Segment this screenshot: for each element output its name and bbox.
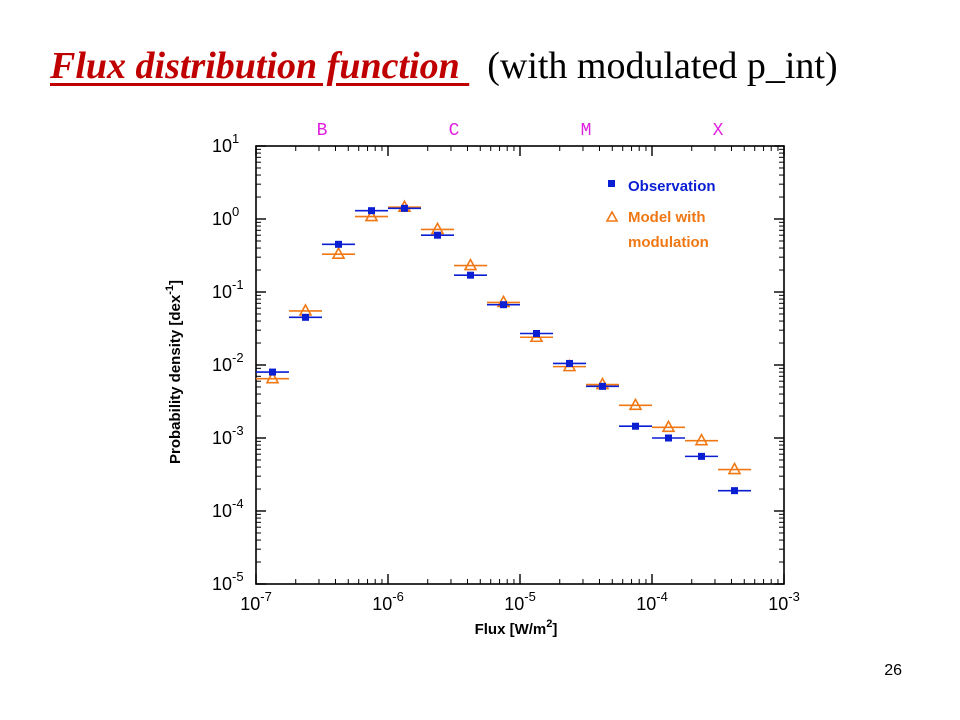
y-tick-label: 100	[212, 204, 239, 229]
model-point	[727, 461, 742, 475]
model-point	[298, 303, 313, 316]
model-point	[463, 257, 478, 271]
x-tick-label: 10-7	[240, 589, 272, 614]
observation-point	[269, 368, 276, 376]
observation-point	[698, 452, 705, 460]
model-point	[265, 370, 280, 384]
observation-point	[335, 240, 342, 248]
y-ticks: 101 100 10-1 10-2 10-3 10-4 10-5	[212, 131, 784, 594]
y-tick-label: 10-2	[212, 350, 244, 375]
x-axis-label-exponent: 2	[546, 618, 552, 630]
y-axis-label-unit: [dex	[167, 294, 184, 326]
observation-point	[599, 382, 606, 390]
x-ticks: 10-7 10-6 10-5 10-4 10-3	[240, 146, 800, 614]
model-point	[628, 397, 643, 411]
observation-point	[500, 301, 507, 309]
observation-point	[533, 330, 540, 338]
observation-point	[467, 271, 474, 279]
y-axis-label-close: ]	[167, 280, 184, 285]
observation-point	[632, 422, 639, 430]
x-axis-label-unit: [W/m	[510, 621, 547, 638]
observation-point	[368, 207, 375, 215]
observation-point	[434, 231, 441, 239]
legend-observation-marker	[608, 180, 615, 187]
y-tick-label: 10-3	[212, 423, 244, 448]
y-axis-label: Probability density [dex-1]	[164, 280, 184, 464]
legend-observation-label: Observation	[628, 178, 716, 195]
x-axis-label-main: Flux	[475, 621, 510, 638]
page-number: 26	[884, 662, 902, 679]
y-tick-label: 10-4	[212, 496, 244, 521]
observation-point	[401, 204, 408, 212]
flare-class-label-c: C	[449, 121, 460, 141]
legend: Observation Model with modulation	[605, 178, 716, 251]
title-subtitle: (with modulated p_int)	[487, 45, 838, 87]
x-tick-label: 10-5	[504, 589, 536, 614]
legend-model-label-line1: Model with	[628, 209, 706, 226]
flare-class-label-m: M	[581, 121, 592, 141]
model-point	[661, 419, 676, 433]
flare-class-label-b: B	[317, 121, 328, 141]
observation-point	[302, 313, 309, 321]
y-tick-label: 101	[212, 131, 239, 156]
model-point	[364, 208, 379, 222]
legend-model-label-line2: modulation	[628, 234, 709, 251]
series-observation	[256, 204, 751, 495]
y-tick-label: 10-1	[212, 277, 244, 302]
x-axis-label: Flux [W/m2]	[475, 618, 558, 638]
x-tick-label: 10-4	[636, 589, 668, 614]
observation-point	[731, 487, 738, 495]
x-tick-label: 10-6	[372, 589, 404, 614]
observation-point	[665, 434, 672, 442]
legend-model-marker	[605, 210, 619, 222]
model-point	[331, 246, 346, 259]
observation-point	[566, 359, 573, 367]
y-tick-label: 10-5	[212, 569, 244, 594]
model-point	[694, 432, 709, 446]
y-axis-label-exponent: -1	[164, 285, 176, 295]
title-main: Flux distribution function	[50, 45, 470, 87]
flare-class-label-x: X	[713, 121, 724, 141]
x-axis-label-close: ]	[552, 621, 557, 638]
y-axis-label-main: Probability density	[167, 326, 184, 464]
x-tick-label: 10-3	[768, 589, 800, 614]
slide-title: Flux distribution function (with modulat…	[50, 44, 838, 104]
